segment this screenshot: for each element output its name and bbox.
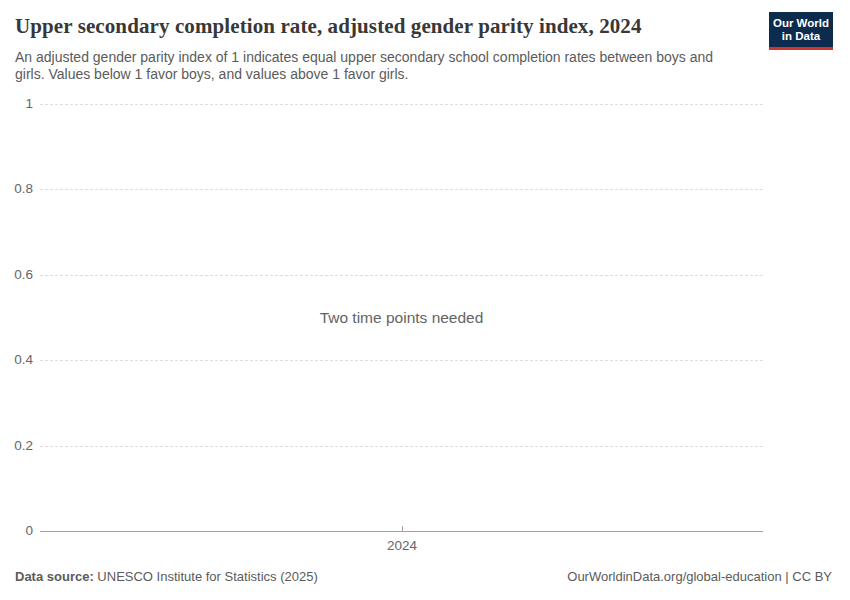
- x-tick-label-2024: 2024: [362, 538, 442, 553]
- gridline-0.6: [40, 275, 763, 276]
- gridline-0.8: [40, 189, 763, 190]
- x-axis-line: [40, 531, 763, 532]
- gridline-0.4: [40, 360, 763, 361]
- y-tick-label-0: 0: [0, 523, 33, 538]
- data-source-value: UNESCO Institute for Statistics (2025): [94, 569, 318, 584]
- y-tick-label-0.2: 0.2: [0, 438, 33, 453]
- owid-logo-text-line1: Our World: [772, 17, 830, 30]
- owid-logo-text-line2: in Data: [772, 30, 830, 43]
- y-tick-label-0.6: 0.6: [0, 267, 33, 282]
- owid-chart-page: Upper secondary completion rate, adjuste…: [0, 0, 850, 600]
- gridline-0.2: [40, 446, 763, 447]
- y-tick-label-0.4: 0.4: [0, 352, 33, 367]
- y-tick-label-1.0: 1: [0, 96, 33, 111]
- chart-title: Upper secondary completion rate, adjuste…: [15, 14, 755, 39]
- data-source-note[interactable]: Data source: UNESCO Institute for Statis…: [15, 569, 318, 584]
- empty-chart-message: Two time points needed: [40, 309, 763, 327]
- x-axis-tick-2024: [402, 526, 403, 531]
- y-tick-label-0.8: 0.8: [0, 181, 33, 196]
- owid-credit-link[interactable]: OurWorldinData.org/global-education | CC…: [567, 569, 832, 584]
- chart-subtitle: An adjusted gender parity index of 1 ind…: [15, 49, 739, 83]
- gridline-1.0: [40, 104, 763, 105]
- data-source-label: Data source:: [15, 569, 94, 584]
- owid-logo[interactable]: Our World in Data: [769, 12, 833, 50]
